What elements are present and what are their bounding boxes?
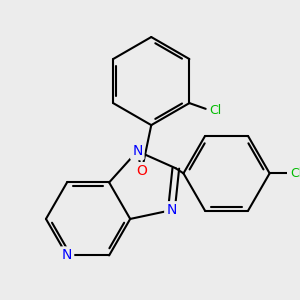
Text: N: N <box>62 248 72 262</box>
Text: N: N <box>132 144 142 158</box>
Text: Cl: Cl <box>290 167 300 180</box>
Text: O: O <box>136 164 147 178</box>
Text: Cl: Cl <box>209 104 221 117</box>
Text: N: N <box>166 203 177 217</box>
